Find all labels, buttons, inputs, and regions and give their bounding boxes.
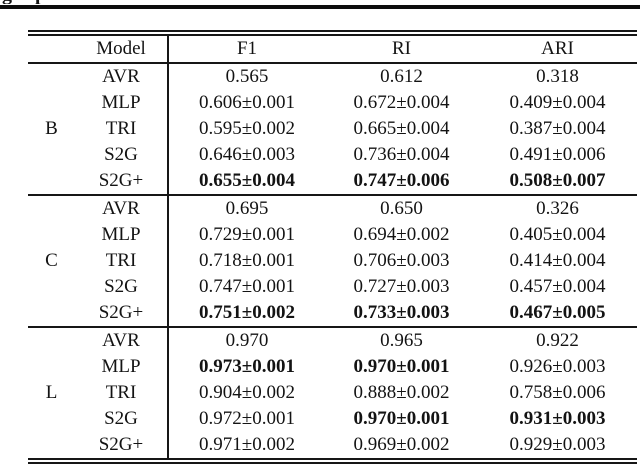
- metric-value: 0.326: [478, 194, 637, 222]
- metric-value: 0.922: [478, 326, 637, 354]
- metric-value: 0.965: [325, 326, 478, 354]
- results-table-wrapper: Model F1 RI ARI B AVR 0.565 0.612 0.318 …: [28, 30, 637, 464]
- metric-value: 0.733±0.003: [353, 302, 450, 323]
- table-row: TRI 0.718±0.001 0.706±0.003 0.414±0.004: [28, 248, 637, 274]
- group-column-header: [28, 33, 75, 64]
- table-row: S2G 0.747±0.001 0.727±0.003 0.457±0.004: [28, 274, 637, 300]
- group-label: C: [28, 194, 75, 327]
- metric-value: 0.491±0.006: [509, 144, 606, 165]
- metric-value: 0.747±0.006: [353, 170, 450, 191]
- metric-value: 0.665±0.004: [353, 118, 450, 139]
- metric-value: 0.694±0.002: [353, 224, 450, 245]
- table-row: S2G 0.646±0.003 0.736±0.004 0.491±0.006: [28, 142, 637, 168]
- results-table: Model F1 RI ARI B AVR 0.565 0.612 0.318 …: [28, 30, 637, 464]
- caption-fragment-left: g: [2, 0, 12, 4]
- metric-value: 0.706±0.003: [353, 250, 450, 271]
- table-row: MLP 0.973±0.001 0.970±0.001 0.926±0.003: [28, 354, 637, 380]
- model-name: MLP: [101, 92, 141, 113]
- metric-value: 0.409±0.004: [509, 92, 606, 113]
- metric-value: 0.650: [325, 194, 478, 222]
- metric-value: 0.904±0.002: [167, 380, 325, 406]
- table-row: S2G+ 0.751±0.002 0.733±0.003 0.467±0.005: [28, 300, 637, 327]
- metric-value: 0.970±0.001: [353, 408, 450, 429]
- table-row: S2G+ 0.655±0.004 0.747±0.006 0.508±0.007: [28, 168, 637, 195]
- model-name: MLP: [101, 356, 141, 377]
- f1-column-header: F1: [167, 33, 325, 64]
- metric-value: 0.973±0.001: [167, 354, 325, 380]
- metric-value: 0.595±0.002: [167, 116, 325, 142]
- metric-value: 0.405±0.004: [509, 224, 606, 245]
- metric-value: 0.565: [167, 63, 325, 90]
- model-name: S2G+: [98, 434, 144, 455]
- metric-value: 0.606±0.001: [167, 90, 325, 116]
- metric-value: 0.888±0.002: [353, 382, 450, 403]
- metric-value: 0.729±0.001: [167, 222, 325, 248]
- metric-value: 0.655±0.004: [167, 168, 325, 195]
- metric-value: 0.695: [167, 194, 325, 222]
- model-name: AVR: [102, 66, 140, 87]
- metric-value: 0.970: [167, 326, 325, 354]
- model-name: AVR: [75, 194, 168, 222]
- metric-value: 0.929±0.003: [509, 434, 606, 455]
- metric-value: 0.931±0.003: [509, 408, 606, 429]
- metric-value: 0.972±0.001: [167, 406, 325, 432]
- table-row: S2G 0.972±0.001 0.970±0.001 0.931±0.003: [28, 406, 637, 432]
- table-row: TRI 0.904±0.002 0.888±0.002 0.758±0.006: [28, 380, 637, 406]
- metric-value: 0.508±0.007: [509, 170, 606, 191]
- model-name: TRI: [105, 118, 137, 139]
- model-name: TRI: [105, 382, 137, 403]
- metric-value: 0.672±0.004: [353, 92, 450, 113]
- table-row: L AVR 0.970 0.965 0.922: [28, 326, 637, 461]
- model-name: S2G+: [98, 170, 144, 191]
- table-row: MLP 0.729±0.001 0.694±0.002 0.405±0.004: [28, 222, 637, 248]
- metric-value: 0.646±0.003: [167, 142, 325, 168]
- table-row: C AVR 0.695 0.650 0.326: [28, 194, 637, 327]
- model-name: S2G: [104, 144, 138, 165]
- group-label: L: [28, 326, 75, 461]
- table-row: S2G+ 0.971±0.002 0.969±0.002 0.929±0.003: [28, 432, 637, 461]
- metric-value: 0.747±0.001: [167, 274, 325, 300]
- ari-column-header: ARI: [478, 33, 637, 64]
- model-name: S2G: [104, 276, 138, 297]
- caption-fragment-right: p: [35, 0, 46, 4]
- caption-fragment: g p: [0, 0, 640, 4]
- metric-value: 0.971±0.002: [167, 432, 325, 461]
- metric-value: 0.414±0.004: [509, 250, 606, 271]
- metric-value: 0.751±0.002: [167, 300, 325, 327]
- header-row: Model F1 RI ARI: [28, 33, 637, 64]
- metric-value: 0.969±0.002: [353, 434, 450, 455]
- metric-value: 0.718±0.001: [167, 248, 325, 274]
- model-name: S2G+: [98, 302, 144, 323]
- metric-value: 0.467±0.005: [509, 302, 606, 323]
- model-column-header: Model: [75, 33, 168, 64]
- metric-value: 0.736±0.004: [353, 144, 450, 165]
- metric-value: 0.318: [536, 66, 579, 87]
- table-row: MLP 0.606±0.001 0.672±0.004 0.409±0.004: [28, 90, 637, 116]
- metric-value: 0.970±0.001: [353, 356, 450, 377]
- metric-value: 0.387±0.004: [509, 118, 606, 139]
- metric-value: 0.612: [380, 66, 423, 87]
- ri-column-header: RI: [325, 33, 478, 64]
- metric-value: 0.727±0.003: [353, 276, 450, 297]
- section-divider-rule: [0, 5, 640, 9]
- model-name: S2G: [104, 408, 138, 429]
- metric-value: 0.457±0.004: [509, 276, 606, 297]
- table-row: B AVR 0.565 0.612 0.318: [28, 63, 637, 139]
- group-label: B: [45, 118, 58, 139]
- table-row: TRI 0.595±0.002 0.665±0.004 0.387±0.004: [28, 116, 637, 142]
- model-name: MLP: [101, 224, 141, 245]
- model-name: TRI: [105, 250, 137, 271]
- model-name: AVR: [75, 326, 168, 354]
- metric-value: 0.758±0.006: [509, 382, 606, 403]
- metric-value: 0.926±0.003: [509, 356, 606, 377]
